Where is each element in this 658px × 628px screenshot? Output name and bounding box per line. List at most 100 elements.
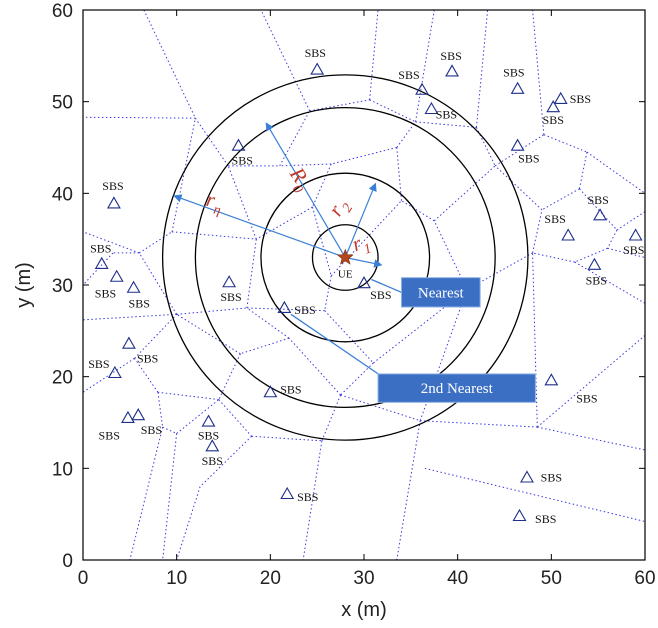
sbs-label: SBS xyxy=(141,423,162,437)
sbs-label: SBS xyxy=(280,383,301,397)
sbs-triangle-icon xyxy=(231,138,246,151)
voronoi-edge xyxy=(415,121,477,128)
sbs-triangle-icon xyxy=(121,410,135,423)
voronoi-edge xyxy=(396,147,402,201)
sbs-label: SBS xyxy=(137,351,158,365)
radius-label-R0: R0 xyxy=(285,162,313,196)
voronoi-edge xyxy=(396,121,416,148)
sbs-label: SBS xyxy=(90,241,111,255)
sbs-triangle-icon xyxy=(107,365,122,379)
voronoi-edge xyxy=(574,261,645,304)
callout-pointer xyxy=(371,278,402,293)
voronoi-edge xyxy=(83,252,114,286)
voronoi-edge xyxy=(162,426,177,434)
sbs-label: SBS xyxy=(436,108,457,122)
sbs-triangle-icon xyxy=(121,336,136,349)
sbs-triangle-icon xyxy=(106,196,121,209)
voronoi-edge xyxy=(312,163,332,208)
voronoi-edge xyxy=(171,118,196,232)
voronoi-edge xyxy=(176,399,220,434)
radius-arrow-reta xyxy=(173,194,346,259)
y-tick-label: 0 xyxy=(62,551,73,572)
voronoi-edge xyxy=(574,247,608,263)
voronoi-edge xyxy=(420,420,538,428)
sbs-label: SBS xyxy=(503,65,524,79)
sbs-triangle-icon xyxy=(205,439,220,452)
sbs-label: SBS xyxy=(305,46,326,60)
x-tick-label: 50 xyxy=(541,568,562,589)
voronoi-edge xyxy=(330,200,402,277)
sbs-label: SBS xyxy=(623,243,644,257)
x-tick-label: 0 xyxy=(78,568,89,589)
sbs-triangle-icon xyxy=(280,486,295,500)
sbs-triangle-icon xyxy=(546,100,561,113)
sbs-triangle-icon xyxy=(512,508,527,522)
voronoi-edge xyxy=(288,337,341,396)
voronoi-edge xyxy=(324,275,332,311)
sbs-label: SBS xyxy=(370,288,391,302)
voronoi-edge xyxy=(607,229,618,249)
sbs-label: SBS xyxy=(220,290,241,304)
coverage-circles xyxy=(161,74,529,441)
voronoi-edge xyxy=(541,188,580,211)
sbs-label: SBS xyxy=(294,303,315,317)
sbs-label: SBS xyxy=(88,357,109,371)
voronoi-edge xyxy=(83,313,177,321)
sbs-triangle-icon xyxy=(561,228,576,241)
sbs-label: SBS xyxy=(576,392,597,406)
radius-subscript: 1 xyxy=(362,241,374,257)
sbs-label: SBS xyxy=(518,152,539,166)
ue-label: UE xyxy=(338,269,353,281)
x-tick-label: 10 xyxy=(166,568,187,589)
voronoi-edge xyxy=(607,247,645,258)
sbs-triangle-icon xyxy=(222,275,237,288)
sbs-triangle-icon xyxy=(553,91,568,104)
callouts: Nearest 2nd Nearest xyxy=(290,277,536,403)
voronoi-edge xyxy=(401,200,435,222)
sbs-label: SBS xyxy=(587,193,608,207)
y-tick-label: 10 xyxy=(52,459,73,480)
callout-label: Nearest xyxy=(418,285,465,301)
voronoi-edge xyxy=(532,252,538,428)
sbs-triangle-icon xyxy=(310,62,325,75)
radius-label-reta: rη xyxy=(204,187,222,219)
voronoi-edge xyxy=(369,99,416,123)
voronoi-edge xyxy=(475,127,496,167)
axis-ticks: 0 10 20 30 40 50 60 0 10 20 30 40 50 60 xyxy=(52,1,656,589)
voronoi-edge xyxy=(129,426,164,560)
voronoi-edge xyxy=(616,211,645,231)
radius-arrow-r2 xyxy=(344,182,377,258)
coverage-circle xyxy=(311,224,379,291)
radius-subscript: η xyxy=(212,202,222,218)
sbs-label: SBS xyxy=(586,273,607,287)
sbs-triangle-icon xyxy=(510,81,525,94)
sbs-label: SBS xyxy=(398,68,419,82)
x-axis-label: x (m) xyxy=(341,599,387,621)
ue-star-icon xyxy=(336,248,354,265)
sbs-triangle-icon xyxy=(593,208,607,221)
voronoi-edge xyxy=(240,337,290,355)
coverage-circle xyxy=(161,74,529,441)
x-tick-label: 60 xyxy=(634,568,655,589)
voronoi-edge xyxy=(227,165,257,240)
sbs-label: SBS xyxy=(543,113,564,127)
voronoi-edge xyxy=(475,10,489,128)
sbs-triangle-icon xyxy=(109,269,124,282)
voronoi-edge xyxy=(256,206,313,240)
voronoi-edge xyxy=(532,209,543,254)
coverage-circle xyxy=(260,172,431,343)
voronoi-edge xyxy=(331,147,397,165)
user-equipment: UE xyxy=(336,248,354,281)
voronoi-edge xyxy=(302,440,323,560)
voronoi-edge xyxy=(324,310,374,364)
sbs-triangle-icon xyxy=(201,414,216,427)
sbs-triangle-icon xyxy=(544,373,559,386)
sbs-triangle-icon xyxy=(131,408,146,421)
sbs-triangle-icon xyxy=(424,101,439,115)
voronoi-edge xyxy=(138,231,173,254)
radius-arrows xyxy=(173,122,383,268)
sbs-label: SBS xyxy=(198,428,219,442)
sbs-label: SBS xyxy=(535,512,556,526)
voronoi-edge xyxy=(433,165,496,222)
